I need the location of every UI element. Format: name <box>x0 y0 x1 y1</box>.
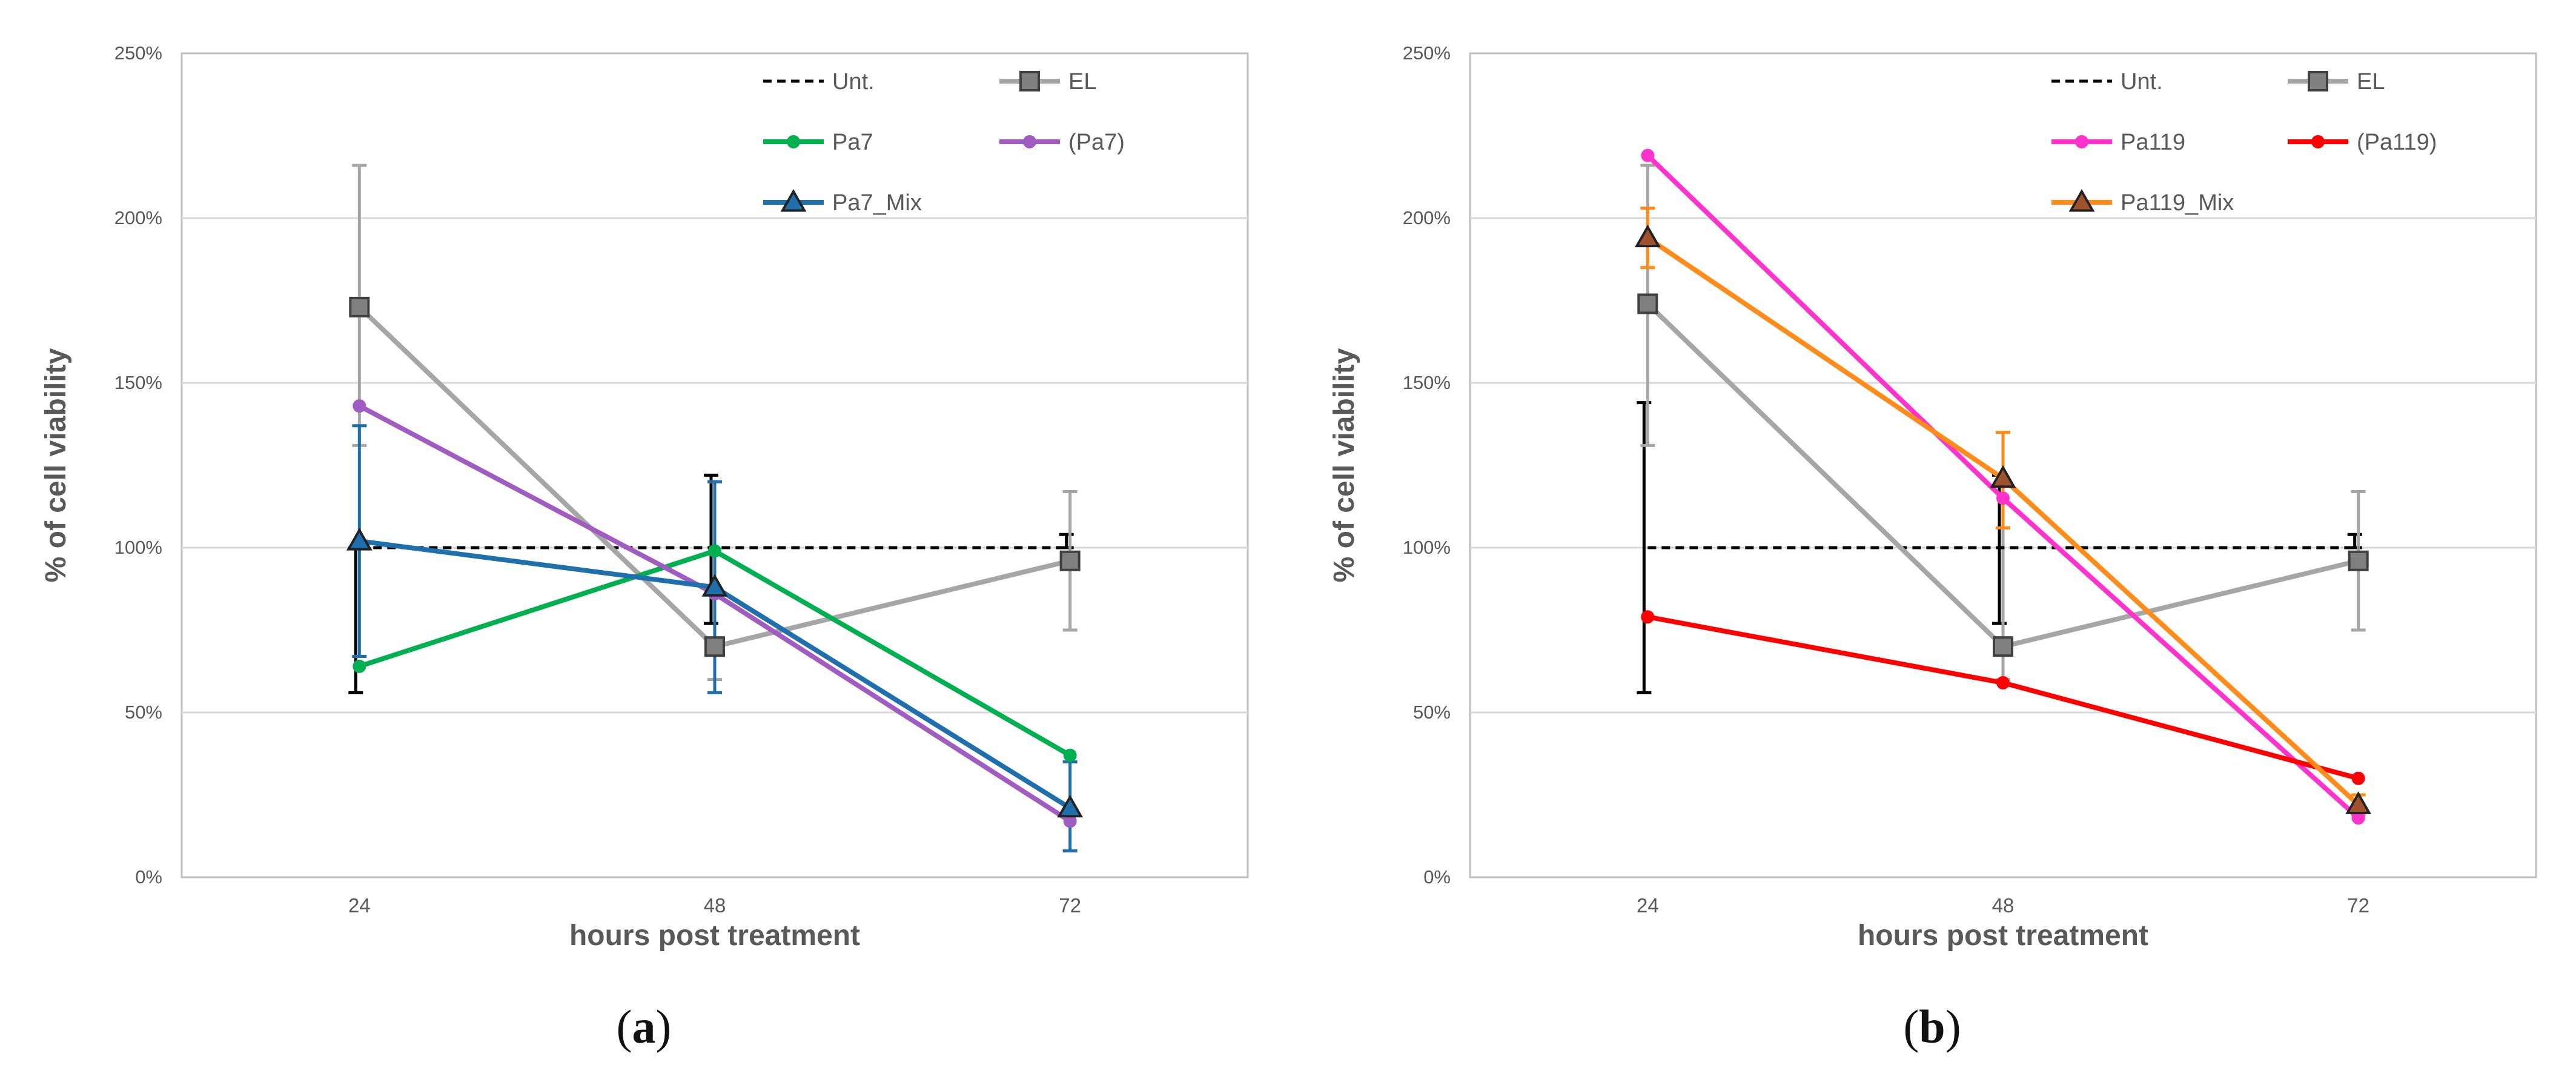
y-tick-label: 100% <box>1403 537 1451 558</box>
x-tick-label: 72 <box>2347 894 2369 917</box>
plot-area <box>180 52 1249 878</box>
caption-a: (a) <box>616 1000 672 1053</box>
caption-b-letter: b <box>1919 1000 1945 1053</box>
legend-label: Pa119_Mix <box>2121 190 2234 216</box>
data-point <box>2348 550 2369 571</box>
data-point <box>1059 550 1081 571</box>
data-point <box>1063 748 1077 762</box>
data-point <box>353 399 366 413</box>
x-tick-label: 72 <box>1059 894 1081 917</box>
data-point <box>2345 791 2372 814</box>
y-tick-label: 250% <box>1403 42 1451 64</box>
legend-marker <box>2068 188 2095 212</box>
legend-label: (Pa7) <box>1068 130 1125 155</box>
legend-label: Unt. <box>2121 69 2163 95</box>
chart-panel-b: 0% 50% 100% 150% 200% 250% 24 48 72 hours post tr… <box>1288 0 2576 1082</box>
x-axis-title: hours post treatment <box>569 920 860 952</box>
data-point <box>353 659 366 673</box>
x-tick-label: 24 <box>1637 894 1659 917</box>
caption-b: (b) <box>1903 1000 1961 1053</box>
legend-label: EL <box>2357 69 2385 95</box>
chart-a: 0% 50% 100% 150% 200% 250% 24 48 72 hours post tr… <box>40 42 1249 952</box>
y-tick-label: 200% <box>114 207 162 228</box>
chart-panel-a: 0% 50% 100% 150% 200% 250% 24 48 72 hours post tr… <box>40 42 1249 1053</box>
y-axis-title: % of cell viability <box>1328 348 1360 582</box>
y-tick-label: 0% <box>1423 866 1451 888</box>
data-point <box>346 528 372 551</box>
data-point <box>1641 610 1655 624</box>
data-point <box>1990 465 2016 488</box>
data-point <box>1996 676 2010 690</box>
y-tick-label: 150% <box>1403 372 1451 393</box>
x-tick-label: 24 <box>348 894 371 917</box>
legend-label: Pa7 <box>832 130 873 155</box>
data-point <box>708 544 721 558</box>
y-axis-title: % of cell viability <box>40 348 72 582</box>
legend-marker <box>2075 135 2088 148</box>
y-tick-label: 100% <box>114 537 162 558</box>
x-tick-label: 48 <box>1992 894 2015 917</box>
caption-a-letter: a <box>632 1000 656 1053</box>
legend-marker <box>2311 135 2325 148</box>
legend-marker <box>787 135 800 148</box>
y-tick-label: 200% <box>1403 207 1451 228</box>
x-axis-title: hours post treatment <box>1858 920 2148 952</box>
y-tick-label: 50% <box>1413 702 1451 723</box>
data-point <box>701 574 728 597</box>
legend-label: EL <box>1068 69 1096 95</box>
legend-label: Pa119 <box>2121 130 2185 155</box>
y-tick-label: 0% <box>135 866 162 888</box>
legend-marker <box>780 188 807 212</box>
legend-marker <box>2308 71 2328 91</box>
data-point <box>1634 224 1661 248</box>
legend-label: Pa7_Mix <box>832 190 922 216</box>
data-point <box>1996 491 2010 505</box>
legend-label: (Pa119) <box>2357 130 2437 155</box>
data-point <box>1637 293 1658 314</box>
data-point <box>1057 794 1084 818</box>
data-point <box>2351 771 2365 785</box>
chart-b: 0% 50% 100% 150% 200% 250% 24 48 72 hours post tr… <box>1328 42 2537 952</box>
legend-marker <box>1023 135 1036 148</box>
y-tick-label: 250% <box>114 42 162 64</box>
data-point <box>349 296 370 317</box>
y-tick-label: 150% <box>114 372 162 393</box>
legend-label: Unt. <box>832 69 875 95</box>
y-tick-label: 50% <box>125 702 162 723</box>
data-point <box>1641 148 1655 162</box>
x-tick-label: 48 <box>704 894 726 917</box>
data-point <box>704 636 725 657</box>
legend-marker <box>1019 71 1040 91</box>
data-point <box>1993 636 2013 657</box>
